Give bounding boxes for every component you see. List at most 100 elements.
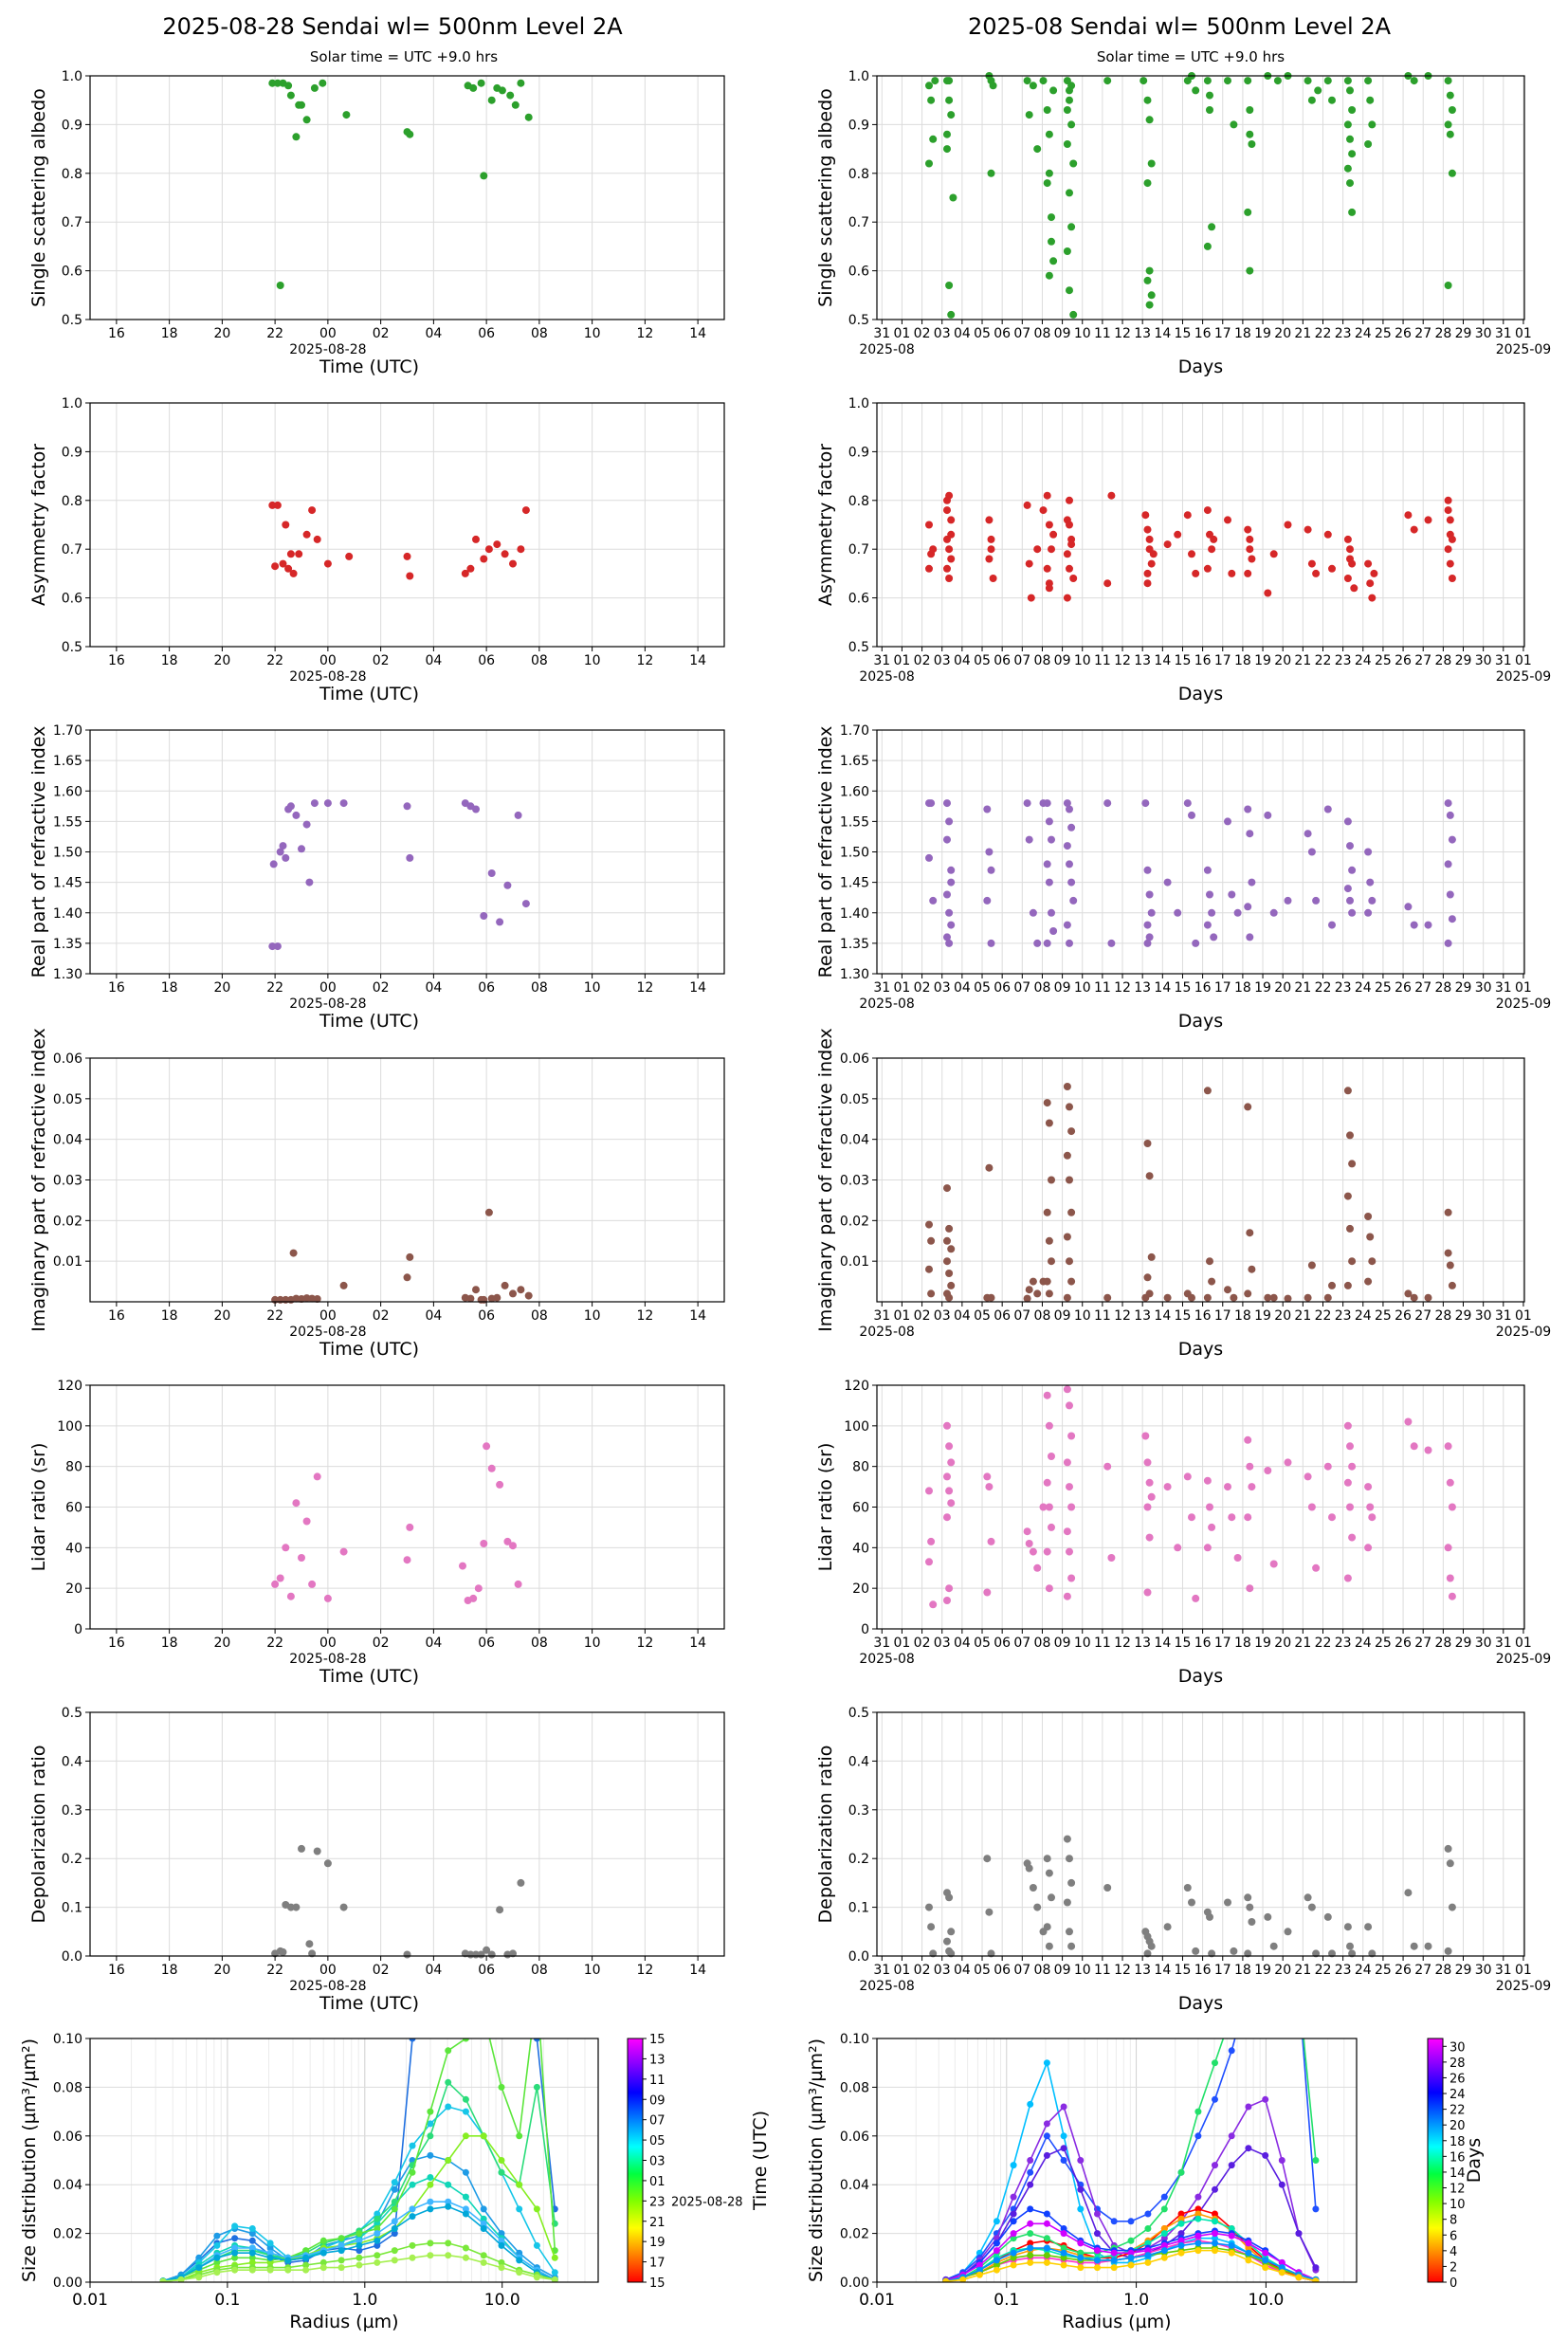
y-tick-label: 1.60 xyxy=(840,784,869,799)
colorbar xyxy=(1427,2038,1444,2283)
data-point xyxy=(1348,150,1357,158)
data-point xyxy=(1067,223,1076,231)
x-date-label: 2025-08-28 xyxy=(289,1325,366,1340)
data-point xyxy=(1107,1554,1116,1562)
y-tick-label: 0.8 xyxy=(62,494,82,509)
data-point xyxy=(945,96,954,104)
data-point xyxy=(469,1594,478,1602)
size-series-point xyxy=(248,2254,256,2261)
y-tick-label: 0.8 xyxy=(848,167,869,182)
data-point xyxy=(1448,1281,1456,1289)
data-point xyxy=(927,1236,936,1245)
y-tick-label: 0.10 xyxy=(840,2032,869,2047)
data-point xyxy=(1448,575,1456,582)
data-point xyxy=(1063,1233,1071,1241)
data-point xyxy=(1208,1523,1216,1531)
data-point xyxy=(313,1847,321,1856)
x-tick-label: 27 xyxy=(1414,1963,1431,1978)
colorbar-tick-label: 17 xyxy=(649,2257,665,2271)
y-tick-label: 0.9 xyxy=(62,445,82,460)
x-tick-label: 14 xyxy=(689,1308,706,1324)
data-point xyxy=(1284,896,1292,905)
size-series-point xyxy=(1060,2103,1067,2111)
data-point xyxy=(1248,555,1256,563)
size-series-point xyxy=(1194,2215,1202,2222)
data-point xyxy=(1192,1947,1200,1955)
size-series-point xyxy=(1177,2241,1185,2249)
size-series-group xyxy=(942,2038,1320,2282)
data-point xyxy=(406,572,414,580)
y-tick-label: 0 xyxy=(861,1622,869,1637)
x-tick-label: 10 xyxy=(1074,653,1091,668)
size-series-point xyxy=(462,2205,469,2213)
data-point xyxy=(1269,908,1278,917)
x-tick-label: 27 xyxy=(1414,653,1431,668)
x-tick-label: 31 xyxy=(1495,1963,1512,1978)
size-series-point xyxy=(480,2215,487,2222)
x-tick-label: 26 xyxy=(1395,653,1412,668)
data-point xyxy=(925,82,933,90)
size-series-point xyxy=(445,2198,452,2205)
x-tick-label: 20 xyxy=(213,653,230,668)
x-axis-label: Time (UTC) xyxy=(319,1339,419,1360)
data-point xyxy=(1264,589,1272,597)
size-series-point xyxy=(231,2254,239,2261)
x-tick-label: 06 xyxy=(478,1963,495,1978)
data-point xyxy=(1143,1140,1152,1147)
size-series-point xyxy=(231,2249,239,2257)
x-tick-label: 12 xyxy=(636,326,653,341)
x-tick-label: 27 xyxy=(1414,326,1431,341)
data-point xyxy=(517,545,525,554)
data-point xyxy=(1244,1289,1252,1298)
size-series-point xyxy=(975,2266,983,2274)
size-series-point xyxy=(1077,2205,1085,2213)
data-point xyxy=(949,193,957,202)
data-point xyxy=(1323,77,1332,85)
size-series-point xyxy=(1010,2193,1017,2201)
data-point xyxy=(1304,1293,1312,1302)
size-series-point xyxy=(374,2237,381,2244)
size-series-point xyxy=(1027,2239,1034,2247)
size-series-point xyxy=(445,2047,452,2055)
data-point xyxy=(1023,1527,1031,1536)
data-point xyxy=(1346,1131,1354,1140)
y-tick-label: 0.6 xyxy=(62,265,82,280)
y-tick-label: 1.65 xyxy=(53,754,82,769)
y-tick-label: 60 xyxy=(65,1501,82,1516)
data-point xyxy=(292,133,301,141)
x-tick-label: 10 xyxy=(584,980,601,996)
size-series-point xyxy=(159,2277,167,2282)
data-point xyxy=(925,853,933,862)
x-tick-label: 03 xyxy=(934,980,951,996)
data-point xyxy=(1069,575,1078,582)
x-axis-label: Days xyxy=(1178,684,1223,704)
data-point xyxy=(1444,120,1452,129)
data-point xyxy=(1033,1903,1042,1911)
data-point xyxy=(1066,1401,1073,1410)
size-series-point xyxy=(445,2157,452,2164)
data-point xyxy=(1410,1293,1418,1302)
data-point xyxy=(1049,86,1058,95)
size-series-point xyxy=(1027,2100,1034,2108)
x-tick-label: 28 xyxy=(1434,326,1451,341)
data-point xyxy=(1063,1592,1071,1600)
data-point xyxy=(1304,1472,1312,1481)
x-tick-label: 25 xyxy=(1375,1636,1392,1651)
data-point xyxy=(1048,237,1055,246)
data-point xyxy=(1039,77,1048,85)
data-point xyxy=(947,1281,956,1289)
data-point xyxy=(1348,1160,1357,1168)
data-point xyxy=(289,1249,298,1257)
y-axis-label: Depolarization ratio xyxy=(815,1746,836,1924)
data-point xyxy=(1183,799,1192,808)
size-series-point xyxy=(1043,2120,1050,2128)
axes-frame xyxy=(89,75,725,320)
y-tick-label: 1.0 xyxy=(848,396,869,411)
y-tick-label: 0.9 xyxy=(848,445,869,460)
data-point xyxy=(947,111,956,119)
data-point xyxy=(483,1946,491,1954)
data-point xyxy=(1045,1236,1053,1245)
x-tick-label: 18 xyxy=(161,653,178,668)
size-series-point xyxy=(1278,2269,1285,2276)
data-point xyxy=(1145,301,1154,309)
